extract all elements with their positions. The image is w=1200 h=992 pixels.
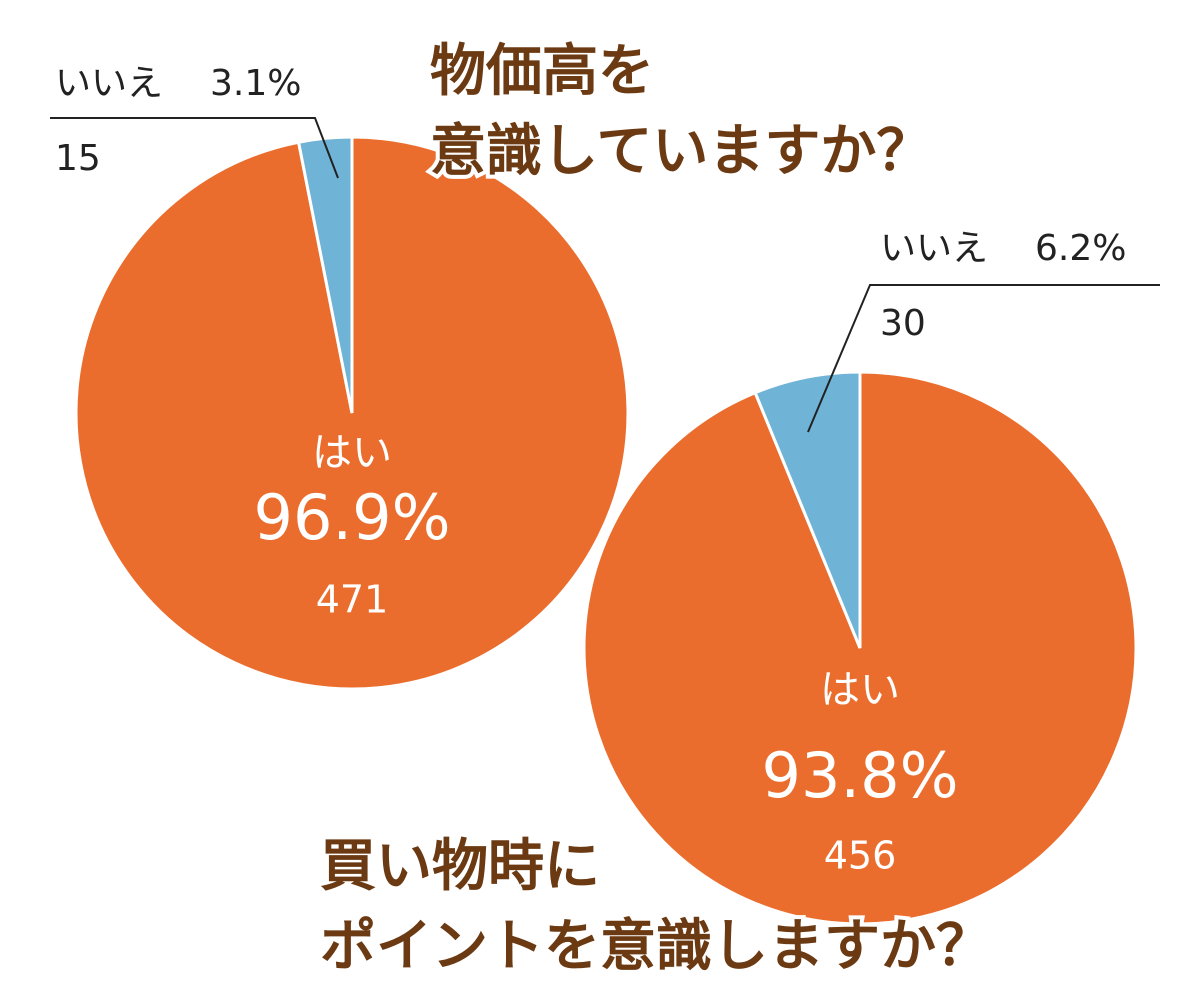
slice-count: 15: [55, 138, 101, 179]
slice-percent: 96.9%: [254, 481, 451, 554]
chart-title: 買い物時に: [320, 834, 600, 899]
slice-percent: 3.1%: [210, 63, 301, 104]
slice-percent: 6.2%: [1035, 228, 1126, 269]
pie-slice: [296, 135, 354, 414]
slice-category: はい: [312, 430, 392, 476]
leader-line: [50, 117, 339, 179]
chart-title: 物価高を: [430, 39, 654, 104]
chart-title: ポイントを意識しますか？: [320, 914, 992, 979]
pie-slice: [753, 370, 862, 649]
leader-line: [807, 284, 1160, 433]
slice-category: いいえ: [55, 63, 163, 104]
slice-count: 471: [316, 578, 389, 622]
slice-category: いいえ: [880, 228, 988, 269]
chart-title: 意識していますか？: [430, 119, 932, 184]
slice-category: はい: [820, 667, 900, 713]
slice-percent: 93.8%: [762, 739, 959, 812]
slice-count: 30: [880, 303, 926, 344]
slice-count: 456: [824, 834, 897, 878]
